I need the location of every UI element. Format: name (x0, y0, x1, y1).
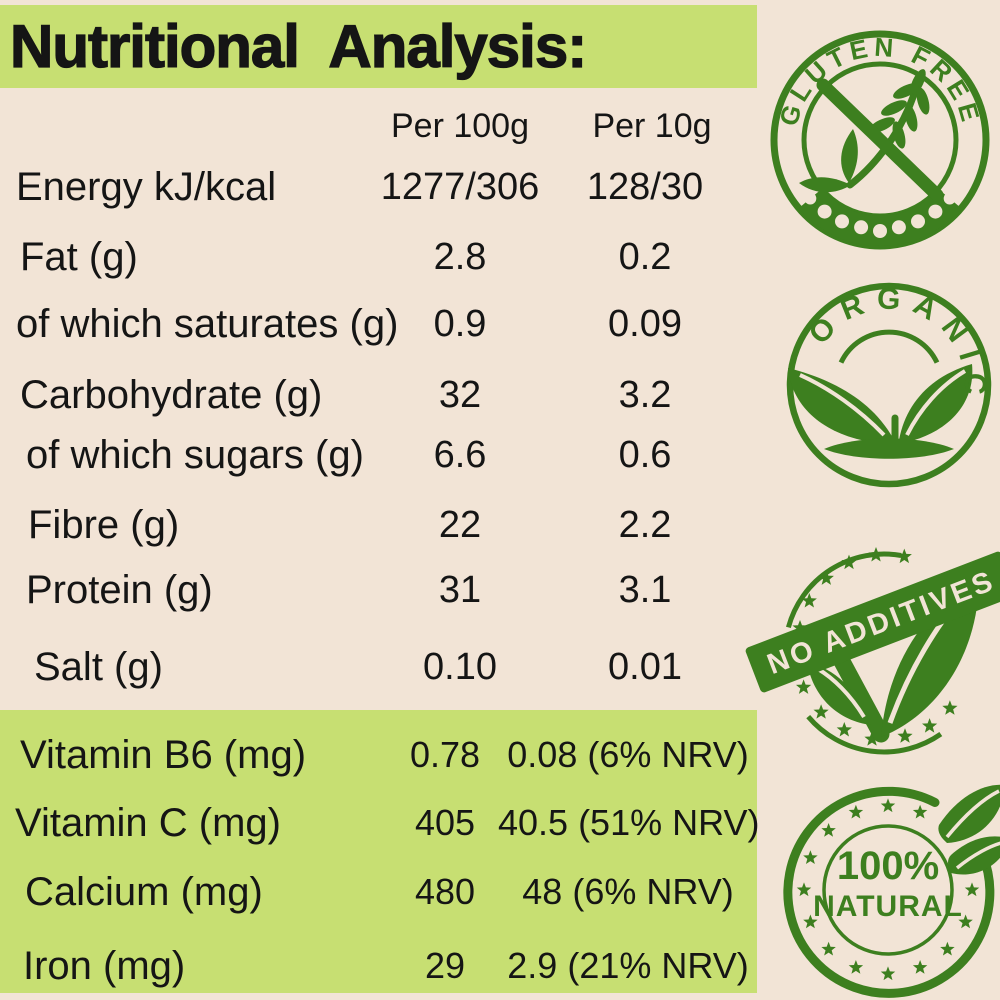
row-value-per-10g: 48 (6% NRV) (522, 871, 734, 912)
page-title: Nutritional Analysis: (9, 12, 588, 80)
row-value-per-100g: 6.6 (433, 434, 487, 476)
title-bar: Nutritional Analysis: (0, 5, 757, 88)
table-row-protein: Protein (g) 31 3.1 (0, 566, 760, 614)
row-value-per-100g: 29 (424, 945, 466, 986)
row-value-per-10g: 0.09 (608, 303, 682, 345)
row-value-per-100g: 0.9 (433, 303, 487, 345)
row-label: Salt (g) (34, 645, 163, 689)
gluten-free-label: GLUTEN FREE (773, 32, 982, 130)
row-label: of which sugars (g) (26, 433, 364, 477)
row-value-per-10g: 3.1 (618, 569, 672, 611)
table-row-vitamin-b6: Vitamin B6 (mg) 0.78 0.08 (6% NRV) (0, 731, 760, 779)
row-label: Protein (g) (26, 568, 213, 612)
row-label: Energy kJ/kcal (16, 165, 277, 209)
row-value-per-10g: 0.6 (618, 434, 672, 476)
row-value-per-10g: 2.2 (618, 504, 672, 546)
gluten-free-icon: GLUTEN FREE (770, 30, 990, 250)
table-row-fibre: Fibre (g) 22 2.2 (0, 501, 760, 549)
no-additives-badge: NO ADDITIVES (745, 538, 1000, 768)
table-row-sugars: of which sugars (g) 6.6 0.6 (0, 431, 760, 479)
row-value-per-10g: 3.2 (618, 374, 672, 416)
row-value-per-100g: 1277/306 (380, 166, 540, 208)
table-row-saturates: of which saturates (g) 0.9 0.09 (0, 300, 760, 348)
svg-text:GLUTEN FREE: GLUTEN FREE (773, 32, 987, 130)
organic-icon: ORGANIC (786, 282, 992, 488)
row-value-per-100g: 2.8 (433, 236, 487, 278)
row-value-per-10g: 0.2 (618, 236, 672, 278)
natural-icon: 100% NATURAL (783, 784, 1000, 998)
row-label: Vitamin B6 (mg) (20, 733, 307, 777)
row-value-per-100g: 22 (438, 504, 482, 546)
row-label: Fat (g) (20, 235, 138, 279)
row-label: of which saturates (g) (16, 302, 399, 346)
table-row-iron: Iron (mg) 29 2.9 (21% NRV) (0, 942, 760, 990)
row-value-per-100g: 0.10 (423, 646, 497, 688)
column-header-row: Per 100g Per 10g (0, 102, 760, 150)
row-value-per-100g: 0.78 (409, 734, 481, 775)
gluten-free-badge: GLUTEN FREE (765, 25, 995, 255)
natural-label-line1: 100% (837, 844, 939, 888)
table-row-energy: Energy kJ/kcal 1277/306 128/30 (0, 163, 760, 211)
table-row-carbohydrate: Carbohydrate (g) 32 3.2 (0, 371, 760, 419)
row-label: Carbohydrate (g) (20, 373, 323, 417)
row-value-per-10g: 0.01 (608, 646, 682, 688)
column-header-per-10g: Per 10g (592, 107, 712, 145)
row-label: Calcium (mg) (25, 870, 263, 914)
micronutrients-panel (0, 710, 757, 993)
table-row-vitamin-c: Vitamin C (mg) 405 40.5 (51% NRV) (0, 799, 760, 847)
row-value-per-10g: 0.08 (6% NRV) (507, 734, 749, 775)
natural-badge: 100% NATURAL (773, 775, 1000, 1000)
row-value-per-10g: 2.9 (21% NRV) (507, 945, 749, 986)
table-row-calcium: Calcium (mg) 480 48 (6% NRV) (0, 868, 760, 916)
row-label: Vitamin C (mg) (15, 801, 281, 845)
row-label: Fibre (g) (28, 503, 180, 547)
row-label: Iron (mg) (23, 944, 186, 988)
natural-label-line2: NATURAL (813, 890, 963, 923)
row-value-per-10g: 40.5 (51% NRV) (498, 802, 760, 843)
row-value-per-100g: 480 (414, 871, 476, 912)
row-value-per-10g: 128/30 (586, 166, 704, 208)
row-value-per-100g: 32 (438, 374, 482, 416)
table-row-fat: Fat (g) 2.8 0.2 (0, 233, 760, 281)
organic-badge: ORGANIC (774, 270, 1000, 500)
row-value-per-100g: 31 (438, 569, 482, 611)
no-additives-icon: NO ADDITIVES (745, 547, 1000, 755)
column-header-per-100g: Per 100g (391, 107, 529, 145)
row-value-per-100g: 405 (414, 802, 476, 843)
table-row-salt: Salt (g) 0.10 0.01 (0, 643, 760, 691)
